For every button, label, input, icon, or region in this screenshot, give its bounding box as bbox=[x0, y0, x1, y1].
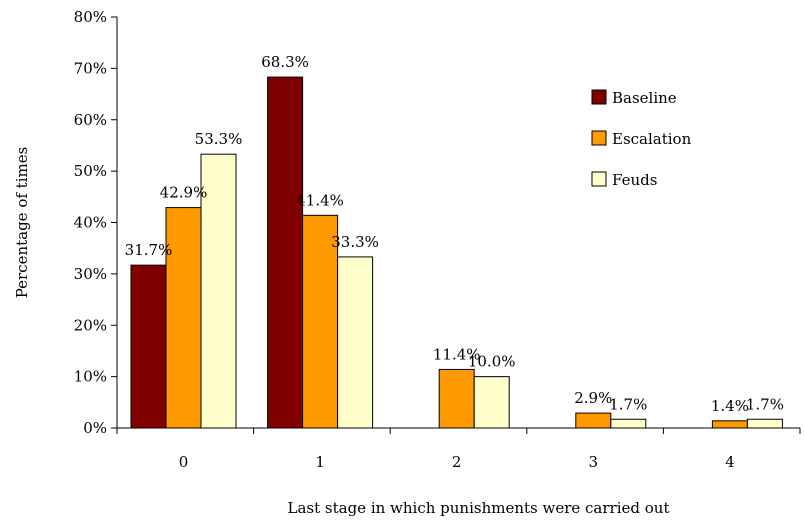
data-label-feuds-2: 10.0% bbox=[468, 353, 516, 371]
bar-feuds-2 bbox=[473, 376, 510, 429]
bar-feuds-3 bbox=[610, 418, 647, 429]
y-tick-label: 40% bbox=[74, 214, 107, 232]
legend-label-escalation: Escalation bbox=[612, 130, 692, 148]
y-tick-label: 10% bbox=[74, 368, 107, 386]
legend-swatch-feuds bbox=[591, 171, 607, 187]
y-tick-label: 70% bbox=[74, 59, 107, 77]
data-label-feuds-4: 1.7% bbox=[746, 395, 784, 413]
data-label-escalation-3: 2.9% bbox=[574, 389, 612, 407]
data-label-baseline-1: 68.3% bbox=[261, 53, 309, 71]
y-tick-label: 30% bbox=[74, 265, 107, 283]
bar-escalation-4 bbox=[711, 420, 748, 429]
bar-feuds-1 bbox=[337, 256, 374, 429]
legend-swatch-escalation bbox=[591, 130, 607, 146]
y-tick-label: 80% bbox=[74, 8, 107, 26]
x-tick-label: 3 bbox=[589, 453, 599, 471]
y-tick-label: 50% bbox=[74, 162, 107, 180]
x-tick-label: 4 bbox=[725, 453, 735, 471]
legend-label-baseline: Baseline bbox=[612, 89, 677, 107]
y-tick-label: 0% bbox=[83, 419, 107, 437]
bar-escalation-3 bbox=[575, 412, 612, 429]
data-labels: 31.7% 42.9% 53.3% 68.3% 41.4% 33.3% 11.4%10.0%… bbox=[125, 53, 784, 415]
data-label-feuds-1: 33.3% bbox=[331, 233, 379, 251]
data-label-escalation-4: 1.4% bbox=[711, 397, 749, 415]
y-axis-ticks: 0% 10% 20% 30% 40% 50% 60% 70% 80% bbox=[74, 8, 117, 437]
data-label-escalation-2: 11.4% bbox=[433, 345, 481, 363]
legend-label-feuds: Feuds bbox=[612, 171, 657, 189]
data-label-escalation-1: 41.4% bbox=[296, 191, 344, 209]
legend: Baseline Escalation Feuds bbox=[591, 89, 692, 189]
x-tick-label: 1 bbox=[315, 453, 325, 471]
legend-swatch-baseline bbox=[591, 89, 607, 105]
bar-feuds-4 bbox=[746, 418, 783, 429]
y-tick-label: 20% bbox=[74, 316, 107, 334]
y-axis-title: Percentage of times bbox=[13, 147, 31, 299]
data-label-baseline-0: 31.7% bbox=[125, 241, 173, 259]
bar-baseline-0 bbox=[130, 264, 167, 429]
x-axis-title: Last stage in which punishments were car… bbox=[288, 499, 670, 517]
x-axis-ticks: 0 1 2 3 4 bbox=[116, 428, 801, 471]
x-tick-label: 2 bbox=[452, 453, 462, 471]
data-label-escalation-0: 42.9% bbox=[160, 184, 208, 202]
bars bbox=[130, 76, 783, 429]
y-tick-label: 60% bbox=[74, 111, 107, 129]
x-tick-label: 0 bbox=[179, 453, 189, 471]
data-label-feuds-3: 1.7% bbox=[609, 395, 647, 413]
bar-escalation-2 bbox=[438, 368, 475, 429]
bar-baseline-1 bbox=[267, 76, 304, 429]
data-label-feuds-0: 53.3% bbox=[195, 130, 243, 148]
